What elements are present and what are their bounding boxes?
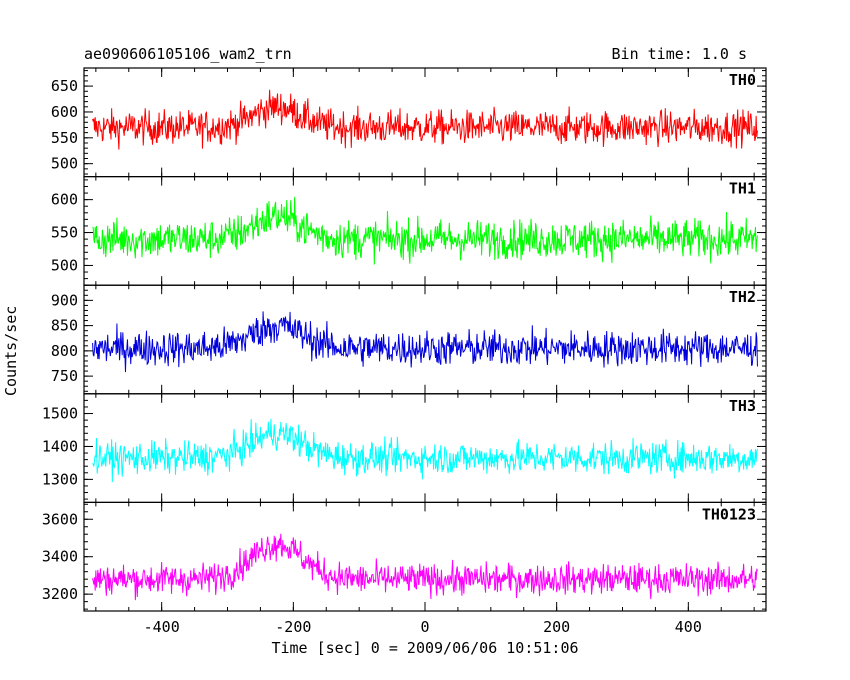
y-axis-label: Counts/sec — [2, 305, 20, 396]
y-tick-label: 1500 — [42, 405, 78, 423]
panel-th2: 750 800 850 900 TH2 — [51, 284, 767, 395]
y-tick-label: 850 — [51, 317, 78, 335]
y-tick-label: 3400 — [42, 548, 78, 566]
y-tick-label: 1300 — [42, 470, 78, 488]
y-tick-label: 900 — [51, 291, 78, 309]
y-tick-label: 550 — [51, 129, 78, 147]
y-tick-label: 3200 — [42, 585, 78, 603]
y-tick-label: 600 — [51, 191, 78, 209]
y-tick-label: 750 — [51, 367, 78, 385]
y-tick-label: 500 — [51, 256, 78, 274]
series-th0 — [92, 89, 758, 150]
y-tick-label: 650 — [51, 77, 78, 95]
y-tick-label: 550 — [51, 224, 78, 242]
y-tick-label: 500 — [51, 155, 78, 173]
panel-label-th2: TH2 — [729, 288, 756, 306]
panel-frame — [83, 67, 767, 178]
panel-th3: 1300 1400 1500 TH3 — [42, 393, 767, 503]
x-tick-label: 200 — [543, 618, 570, 636]
y-tick-label: 800 — [51, 342, 78, 360]
x-tick-label: 0 — [420, 618, 429, 636]
series-th2 — [92, 311, 758, 373]
y-tick-label: 1400 — [42, 437, 78, 455]
chart-title: ae090606105106_wam2_trn — [84, 45, 292, 63]
panel-label-th1: TH1 — [729, 180, 756, 198]
panel-th1: 500 550 600 TH1 — [51, 176, 767, 286]
panel-label-th0: TH0 — [729, 71, 756, 89]
panel-label-th3: TH3 — [729, 397, 756, 415]
panel-th0: 500 550 600 650 TH0 — [51, 67, 767, 178]
x-axis-label-text: Time [sec] 0 = 2009/06/06 10:51:06 — [271, 639, 579, 657]
x-axis-label: Time [sec] 0 = 2009/06/06 10:51:06 — [0, 641, 850, 656]
x-tick-label: 400 — [675, 618, 702, 636]
series-th0123 — [92, 533, 758, 601]
y-tick-label: 600 — [51, 103, 78, 121]
bin-time-label: Bin time: 1.0 s — [611, 45, 747, 63]
panel-label-th0123: TH0123 — [702, 505, 756, 523]
x-tick-label: -400 — [144, 618, 180, 636]
y-tick-label: 3600 — [42, 510, 78, 528]
series-th3 — [92, 418, 758, 483]
panel-th0123: 3200 3400 3600 TH0123 — [42, 501, 767, 612]
series-th1 — [92, 196, 758, 265]
x-tick-label: -200 — [275, 618, 311, 636]
